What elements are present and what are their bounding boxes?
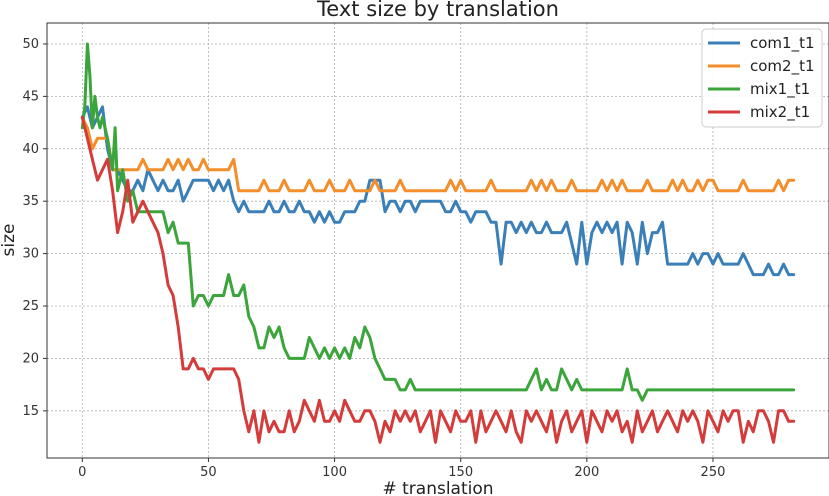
plot-frame [46,22,829,459]
x-tick-label: 50 [200,465,217,480]
legend-label: mix1_t1 [750,80,810,99]
x-tick-label: 150 [448,465,473,480]
series-line-mix1-t1 [80,42,796,402]
legend-label: com2_t1 [750,57,815,76]
legend: com1_t1 com2_t1 mix1_t1 mix2_t1 [701,28,823,128]
series-line-com1-t1 [80,105,796,277]
legend-box [701,28,823,128]
y-tick-label: 40 [22,142,39,157]
axis-ticks: 0 50 100 150 200 250 15 20 25 30 35 40 45 50 [22,37,725,480]
legend-label: mix2_t1 [750,103,810,122]
x-tick-label: 0 [78,465,86,480]
series-layer [80,42,796,444]
y-tick-label: 35 [22,194,39,209]
y-tick-label: 20 [22,351,39,366]
y-tick-label: 15 [22,404,39,419]
y-tick-label: 25 [22,299,39,314]
x-tick-label: 100 [322,465,347,480]
x-axis-label: # translation [382,479,493,496]
legend-label: com1_t1 [750,34,815,53]
y-tick-label: 30 [22,247,39,262]
x-tick-label: 250 [701,465,726,480]
y-tick-label: 50 [22,37,39,52]
y-tick-label: 45 [22,89,39,104]
x-tick-label: 200 [574,465,599,480]
series-line-com2-t1 [80,115,796,193]
series-line-mix2-t1 [80,115,796,444]
chart-title: Text size by translation [316,0,559,21]
y-axis-label: size [0,224,19,257]
